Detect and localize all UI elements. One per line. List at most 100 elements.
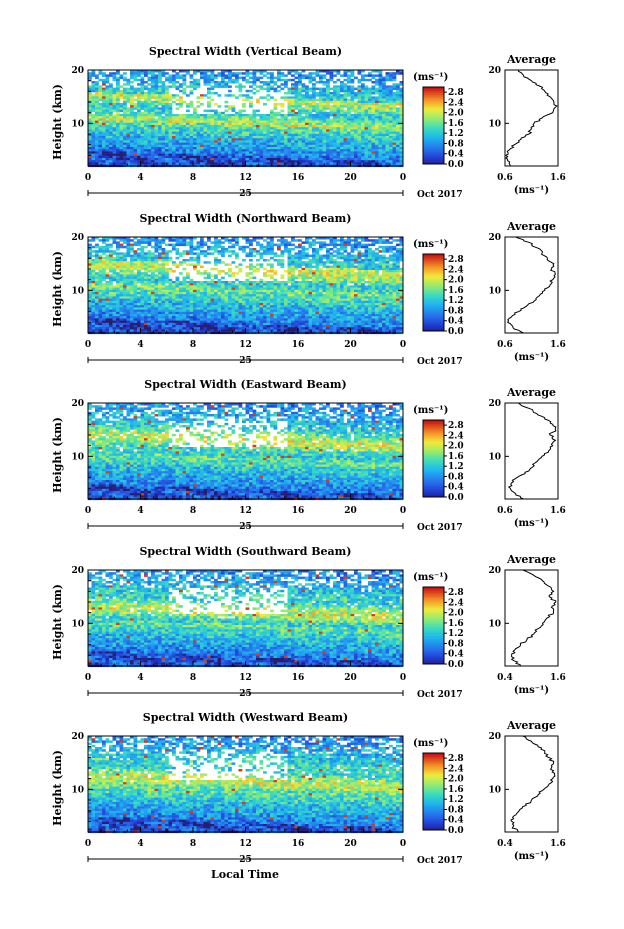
heatmap-cell — [354, 274, 358, 277]
heatmap-cell — [350, 72, 355, 75]
heatmap-cell — [119, 142, 124, 146]
heatmap-cell — [154, 78, 159, 82]
heatmap-cell — [382, 129, 386, 132]
heatmap-cell — [126, 147, 131, 150]
heatmap-cell — [112, 76, 117, 80]
heatmap-cell — [392, 111, 397, 115]
heatmap-cell — [371, 144, 376, 148]
heatmap-cell — [385, 87, 390, 91]
heatmap-cell — [305, 248, 309, 251]
heatmap-cell — [235, 147, 239, 150]
heatmap-cell — [343, 98, 348, 102]
heatmap-cell — [382, 138, 386, 141]
heatmap-cell — [210, 129, 215, 132]
heatmap-cell — [210, 76, 215, 80]
heatmap-cell — [144, 72, 148, 75]
heatmap-cell — [382, 263, 386, 266]
heatmap-cell — [193, 285, 197, 288]
heatmap-cell — [126, 162, 131, 165]
heatmap-cell — [186, 252, 190, 255]
heatmap-cell — [196, 241, 201, 244]
heatmap-cell — [322, 133, 327, 137]
heatmap-cell — [189, 83, 194, 86]
heatmap-cell — [133, 158, 138, 161]
heatmap-cell — [95, 125, 99, 128]
heatmap-cell — [266, 158, 271, 161]
heatmap-cell — [392, 122, 397, 126]
heatmap-cell — [140, 125, 145, 128]
heatmap-cell — [147, 243, 152, 247]
heatmap-cell — [336, 278, 341, 282]
heatmap-cell — [112, 127, 117, 130]
heatmap-cell — [375, 111, 379, 115]
heatmap-cell — [291, 256, 295, 260]
heatmap-cell — [186, 103, 190, 106]
heatmap-cell — [105, 85, 110, 88]
heatmap-cell — [319, 155, 323, 159]
heatmap-cell — [210, 160, 215, 163]
heatmap-cell — [256, 252, 260, 255]
heatmap-cell — [242, 138, 246, 141]
heatmap-cell — [280, 136, 285, 139]
heatmap-cell — [315, 274, 320, 277]
heatmap-cell — [189, 105, 194, 108]
heatmap-cell — [161, 256, 166, 260]
heatmap-cell — [308, 116, 313, 119]
heatmap-cell — [165, 263, 169, 266]
heatmap-cell — [105, 74, 110, 77]
heatmap-cell — [221, 131, 225, 135]
heatmap-cell — [119, 151, 124, 154]
heatmap-cell — [126, 248, 131, 251]
heatmap-cell — [329, 118, 334, 121]
heatmap-cell — [109, 158, 113, 161]
heatmap-cell — [147, 114, 152, 117]
heatmap-cell — [277, 89, 281, 93]
heatmap-cell — [144, 237, 148, 240]
heatmap-cell — [151, 149, 155, 152]
heatmap-cell — [119, 125, 124, 128]
heatmap-cell — [88, 158, 92, 161]
heatmap-cell — [371, 105, 376, 108]
heatmap-cell — [126, 140, 131, 143]
heatmap-cell — [126, 274, 131, 277]
heatmap-cell — [137, 87, 141, 91]
heatmap-cell — [266, 283, 271, 286]
heatmap-cell — [161, 151, 166, 154]
heatmap-cell — [291, 270, 295, 273]
heatmap-cell — [340, 147, 344, 150]
heatmap-cell — [214, 136, 218, 139]
heatmap-cell — [256, 160, 260, 163]
heatmap-cell — [350, 261, 355, 264]
heatmap-cell — [189, 160, 194, 163]
heatmap-cell — [389, 245, 393, 249]
heatmap-cell — [95, 283, 99, 286]
heatmap-cell — [102, 267, 106, 271]
heatmap-cell — [270, 276, 274, 280]
colorbar-segment — [423, 154, 444, 157]
heatmap-cell — [105, 243, 110, 247]
heatmap-cell — [378, 78, 383, 82]
heatmap-cell — [154, 149, 159, 152]
heatmap-cell — [179, 103, 183, 106]
heatmap-cell — [329, 278, 334, 282]
heatmap-cell — [214, 92, 218, 95]
heatmap-cell — [179, 70, 183, 73]
heatmap-cell — [214, 155, 218, 159]
heatmap-cell — [378, 147, 383, 150]
heatmap-cell — [95, 149, 99, 152]
heatmap-cell — [308, 245, 313, 249]
heatmap-cell — [193, 122, 197, 126]
heatmap-cell — [238, 285, 243, 288]
heatmap-cell — [361, 92, 365, 95]
heatmap-cell — [140, 155, 145, 159]
heatmap-cell — [319, 114, 323, 117]
heatmap-cell — [319, 96, 323, 99]
heatmap-cell — [301, 162, 306, 165]
heatmap-cell — [179, 239, 183, 242]
heatmap-cell — [224, 272, 229, 275]
heatmap-cell — [109, 94, 113, 97]
heatmap-cell — [333, 239, 337, 242]
heatmap-cell — [235, 162, 239, 165]
heatmap-cell — [200, 160, 204, 163]
heatmap-cell — [196, 114, 201, 117]
